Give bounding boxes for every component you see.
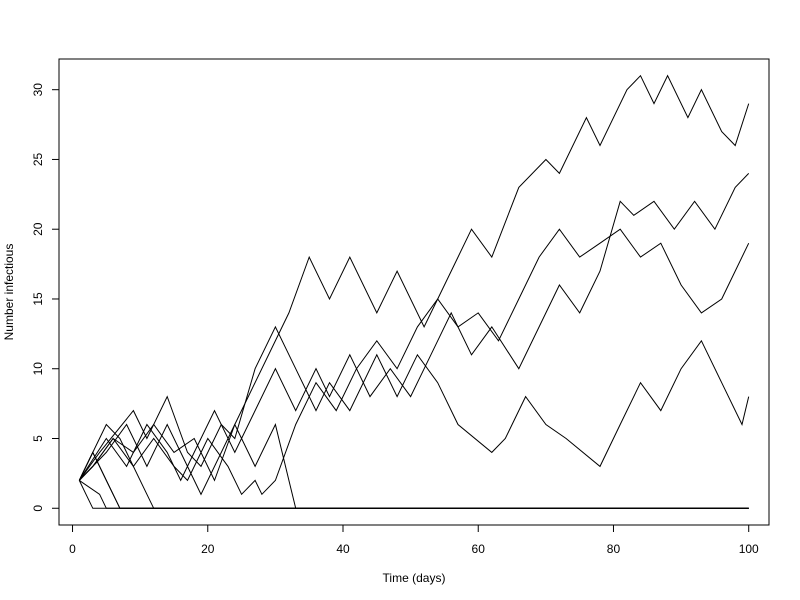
y-tick-label: 25 [31, 152, 45, 166]
series-line-10 [78, 423, 749, 509]
x-axis: 0 20 40 60 80 100 [69, 524, 759, 556]
x-axis-title: Time (days) [383, 571, 446, 585]
series-line-4 [78, 423, 749, 509]
series-line-3 [79, 479, 749, 509]
x-tick-label: 60 [472, 542, 486, 556]
x-tick-label: 20 [201, 542, 215, 556]
series-layer [78, 74, 750, 509]
x-tick-label: 40 [336, 542, 350, 556]
x-tick-label: 0 [69, 542, 76, 556]
series-line-2 [78, 480, 749, 509]
x-tick-label: 100 [739, 542, 759, 556]
series-line-6 [78, 451, 749, 509]
y-axis: 0 5 10 15 20 25 30 [31, 83, 60, 512]
series-line-8 [78, 173, 750, 482]
y-tick-label: 30 [31, 83, 45, 97]
y-tick-label: 5 [31, 435, 45, 442]
y-tick-label: 20 [31, 222, 45, 236]
series-line-9 [78, 228, 750, 496]
x-tick-label: 80 [607, 542, 621, 556]
y-tick-label: 10 [31, 362, 45, 376]
y-tick-label: 15 [31, 292, 45, 306]
series-line-1 [78, 451, 749, 509]
y-axis-title: Number infectious [2, 244, 16, 341]
series-line-5 [78, 74, 750, 496]
y-tick-label: 0 [31, 505, 45, 512]
series-line-7 [78, 325, 750, 481]
